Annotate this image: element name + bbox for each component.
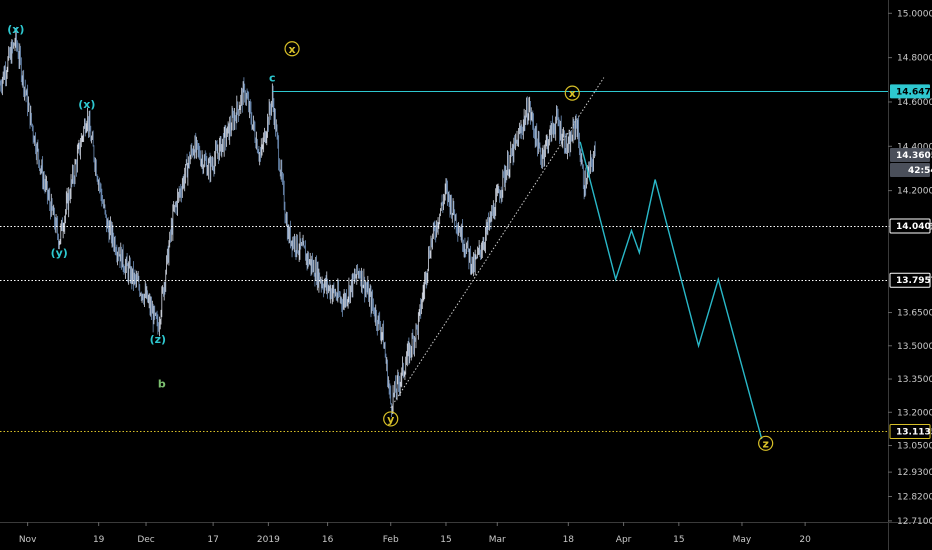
price-badge-box-5 — [889, 423, 931, 439]
price-tick-label-2: 14.60000 — [897, 98, 932, 108]
price-tick-label-10: 13.05000 — [897, 442, 932, 452]
price-tick-label-9: 13.20000 — [897, 408, 932, 418]
price-badge-box-2 — [890, 163, 930, 178]
wave-label-2: (y) — [51, 247, 68, 260]
price-badges: 14.64790 14.36050 42:54 14.04054 13.79570 13.… — [889, 84, 932, 439]
projection-path — [579, 141, 763, 440]
wave-label-0: (x) — [7, 23, 24, 36]
price-tick-label-8: 13.35000 — [897, 375, 932, 385]
time-tick-label-3: 17 — [207, 535, 218, 545]
price-tick-label-12: 12.82000 — [897, 493, 932, 503]
time-axis[interactable]: Nov 19 Dec 17 2019 16 Feb 15 Mar 18 Apr 15 May 20 — [19, 522, 811, 545]
wave-labels-group: (x) (x) (y) (z) c b x x y z — [7, 23, 774, 451]
trendline — [390, 77, 605, 409]
time-tick-label-7: 15 — [440, 535, 451, 545]
time-tick-label-11: 15 — [673, 535, 684, 545]
price-badge-box-1 — [890, 148, 930, 163]
projection-group — [579, 141, 763, 440]
time-tick-label-1: 19 — [93, 535, 105, 545]
wave-label-circle-9 — [758, 435, 774, 451]
wave-label-circle-7 — [564, 85, 580, 101]
price-badge-label-0: 14.64790 — [896, 87, 932, 97]
wave-label-1: (x) — [78, 98, 95, 111]
wave-label-7: x — [569, 87, 576, 100]
price-tick-label-1: 14.80000 — [897, 54, 932, 64]
time-tick-label-10: Apr — [616, 535, 632, 545]
price-tick-label-11: 12.93000 — [897, 468, 932, 478]
wave-label-circle-6 — [284, 41, 300, 57]
plot-background — [0, 0, 888, 522]
wave-label-circle-8 — [383, 411, 399, 427]
wave-label-6: x — [288, 43, 295, 56]
time-tick-label-0: Nov — [19, 535, 37, 545]
price-tick-label-7: 13.50000 — [897, 342, 932, 352]
wave-label-9: z — [762, 437, 768, 450]
price-badge-box-4 — [889, 272, 931, 288]
price-badge-label-3: 14.04054 — [896, 222, 932, 232]
price-badge-label-2: 42:54 — [908, 166, 932, 176]
price-tick-label-6: 13.65000 — [897, 309, 932, 319]
time-tick-label-2: Dec — [137, 535, 154, 545]
price-tick-label-0: 15.00000 — [897, 9, 932, 19]
price-badge-box-3 — [889, 218, 931, 234]
price-badge-label-5: 13.11355 — [896, 427, 932, 437]
time-tick-label-6: Feb — [383, 535, 399, 545]
wave-label-5: b — [158, 377, 166, 390]
trendline-group — [390, 77, 605, 409]
time-tick-label-4: 2019 — [257, 535, 280, 545]
price-tick-label-13: 12.71000 — [897, 517, 932, 527]
time-tick-label-5: 16 — [322, 535, 334, 545]
time-tick-label-8: Mar — [489, 535, 506, 545]
price-tick-label-3: 14.40000 — [897, 142, 932, 152]
candles-group — [0, 26, 596, 417]
time-tick-label-9: 18 — [563, 535, 575, 545]
time-tick-label-12: May — [733, 535, 752, 545]
price-badge-box-0 — [890, 84, 930, 99]
price-tick-label-4: 14.20000 — [897, 187, 932, 197]
price-badge-label-4: 13.79570 — [896, 276, 932, 286]
price-badge-label-1: 14.36050 — [896, 151, 932, 161]
horizontal-lines-group — [0, 91, 888, 432]
wave-label-4: c — [269, 72, 276, 85]
wave-label-3: (z) — [150, 333, 166, 346]
wave-label-8: y — [387, 413, 394, 426]
time-tick-label-13: 20 — [799, 535, 811, 545]
